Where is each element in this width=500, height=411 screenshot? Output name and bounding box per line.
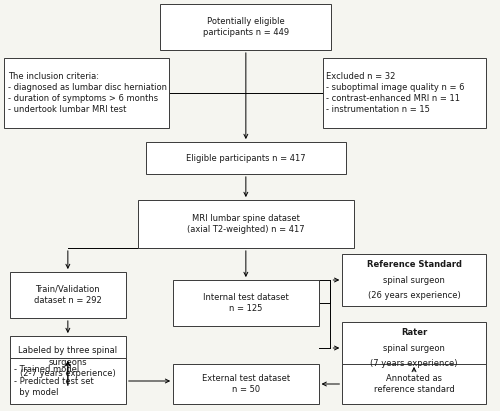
Text: The inclusion criteria:
- diagnosed as lumbar disc herniation
- duration of symp: The inclusion criteria: - diagnosed as l… xyxy=(8,72,167,114)
FancyBboxPatch shape xyxy=(160,4,332,50)
Text: Train/Validation
dataset n = 292: Train/Validation dataset n = 292 xyxy=(34,285,102,305)
FancyBboxPatch shape xyxy=(173,280,318,326)
FancyBboxPatch shape xyxy=(4,58,169,128)
Text: spinal surgeon: spinal surgeon xyxy=(383,344,445,353)
Text: MRI lumbar spine dataset
(axial T2-weighted) n = 417: MRI lumbar spine dataset (axial T2-weigh… xyxy=(187,214,304,234)
FancyBboxPatch shape xyxy=(10,272,126,318)
Text: Rater: Rater xyxy=(401,328,427,337)
Text: External test dataset
n = 50: External test dataset n = 50 xyxy=(202,374,290,394)
Text: Internal test dataset
n = 125: Internal test dataset n = 125 xyxy=(203,293,288,313)
Text: Labeled by three spinal
surgeons
(2-7 years experience): Labeled by three spinal surgeons (2-7 ye… xyxy=(18,346,117,378)
FancyBboxPatch shape xyxy=(10,336,126,388)
Text: Potentially eligible
participants n = 449: Potentially eligible participants n = 44… xyxy=(203,17,289,37)
Text: Eligible participants n = 417: Eligible participants n = 417 xyxy=(186,153,306,162)
Text: Reference Standard: Reference Standard xyxy=(366,260,462,269)
FancyBboxPatch shape xyxy=(342,364,486,404)
Text: spinal surgeon: spinal surgeon xyxy=(383,275,445,284)
FancyBboxPatch shape xyxy=(342,322,486,374)
FancyBboxPatch shape xyxy=(138,200,354,248)
Text: (26 years experience): (26 years experience) xyxy=(368,291,460,300)
FancyBboxPatch shape xyxy=(173,364,318,404)
FancyBboxPatch shape xyxy=(322,58,486,128)
Text: - Trained model
- Predicted test set
  by model: - Trained model - Predicted test set by … xyxy=(14,365,94,397)
FancyBboxPatch shape xyxy=(10,358,126,404)
Text: Annotated as
reference standard: Annotated as reference standard xyxy=(374,374,454,394)
FancyBboxPatch shape xyxy=(146,142,346,174)
Text: Excluded n = 32
- suboptimal image quality n = 6
- contrast-enhanced MRI n = 11
: Excluded n = 32 - suboptimal image quali… xyxy=(326,72,465,114)
Text: (7 years experience): (7 years experience) xyxy=(370,359,458,368)
FancyBboxPatch shape xyxy=(342,254,486,306)
